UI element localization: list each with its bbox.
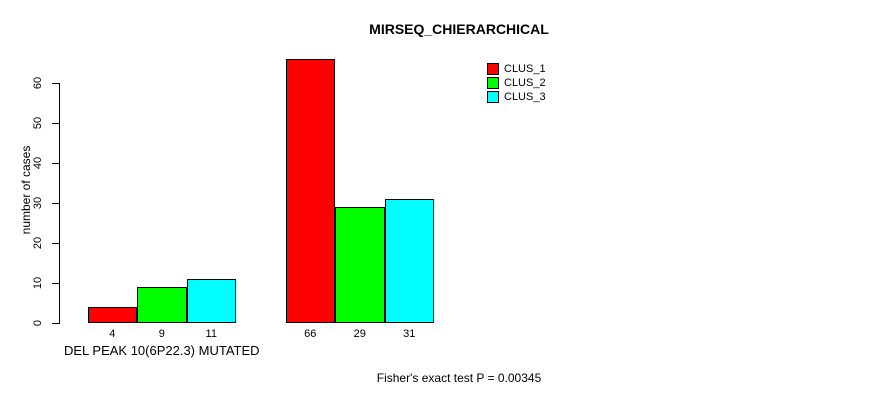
bar-clus_1-group1 [87, 307, 137, 323]
y-tick-mark [52, 243, 59, 244]
bar-clus_3-group2 [384, 199, 434, 323]
y-tick-label: 50 [32, 116, 44, 130]
y-tick-label: 10 [32, 276, 44, 290]
bar-value-label: 4 [109, 328, 116, 340]
legend-label: CLUS_1 [504, 63, 546, 75]
y-tick-label: 40 [32, 156, 44, 170]
y-tick-label: 60 [32, 76, 44, 90]
bar-clus_2-group1 [137, 287, 187, 323]
y-tick-mark [52, 83, 59, 84]
y-tick-label: 0 [32, 319, 44, 327]
fisher-test-note: Fisher's exact test P = 0.00345 [376, 371, 542, 385]
chart-title: MIRSEQ_CHIERARCHICAL [369, 21, 549, 37]
y-tick-mark [52, 163, 59, 164]
legend-label: CLUS_3 [504, 91, 546, 103]
legend-swatch-clus_3 [487, 91, 499, 103]
legend-swatch-clus_2 [487, 77, 499, 89]
bar-value-label: 31 [403, 328, 416, 340]
bar-clus_3-group1 [186, 279, 236, 323]
y-tick-mark [52, 323, 59, 324]
bar-value-label: 11 [205, 328, 217, 340]
bar-value-label: 29 [353, 328, 366, 340]
legend-swatch-clus_1 [487, 63, 499, 75]
bar-clus_2-group2 [335, 207, 385, 323]
bar-clus_1-group2 [285, 59, 335, 323]
y-tick-mark [52, 203, 59, 204]
legend-label: CLUS_2 [504, 77, 546, 89]
y-tick-label: 20 [32, 236, 44, 250]
y-tick-mark [52, 283, 59, 284]
bar-value-label: 66 [304, 328, 317, 340]
y-axis-line [59, 83, 60, 324]
y-tick-mark [52, 123, 59, 124]
y-tick-label: 30 [32, 196, 44, 210]
x-category-label: DEL PEAK 10(6P22.3) MUTATED [63, 343, 260, 358]
bar-value-label: 9 [158, 328, 165, 340]
